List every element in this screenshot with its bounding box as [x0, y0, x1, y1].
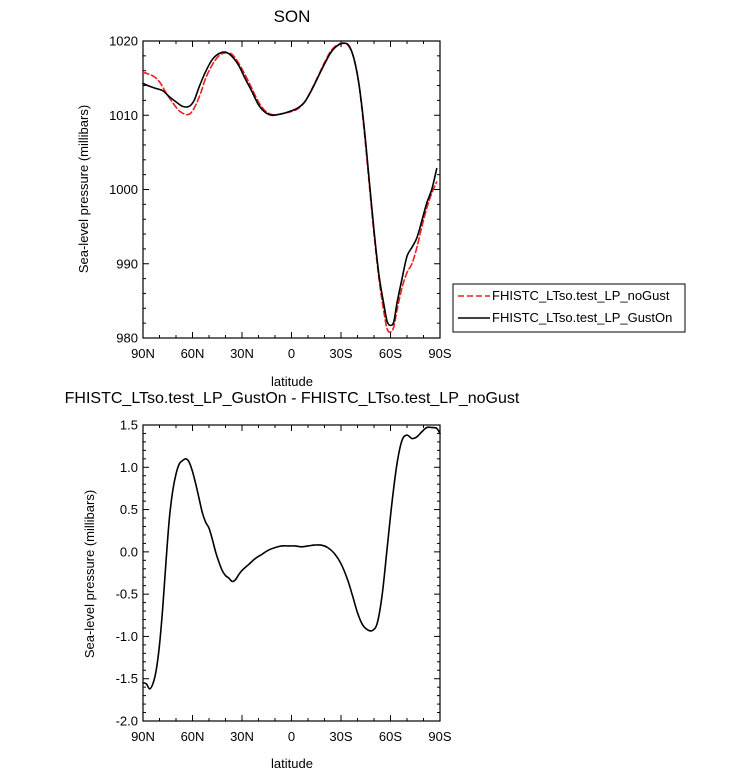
top-y-tick-label: 980: [116, 331, 138, 346]
bottom-y-tick-label: 1.0: [120, 460, 138, 475]
top-x-tick-label: 90N: [131, 346, 155, 361]
bottom-x-tick-label: 90N: [131, 729, 155, 744]
bottom-series-line-0: [142, 426, 441, 690]
top-series-line-0: [142, 42, 438, 334]
bottom-y-tick-label: 0.0: [120, 544, 138, 559]
top-plot-frame: [142, 40, 441, 339]
top-x-tick-label: 90S: [428, 346, 451, 361]
bottom-chart-title: FHISTC_LTso.test_LP_GustOn - FHISTC_LTso…: [65, 390, 520, 407]
bottom-y-tick-label: -0.5: [116, 587, 138, 602]
top-x-tick-label: 0: [288, 346, 295, 361]
bottom-y-axis-label: Sea-level pressure (millibars): [82, 490, 97, 658]
bottom-y-tick-label: -1.0: [116, 629, 138, 644]
legend-label-guston: FHISTC_LTso.test_LP_GustOn: [492, 310, 672, 325]
bottom-y-tick-label: -2.0: [116, 714, 138, 729]
bottom-x-tick-label: 30S: [329, 729, 352, 744]
legend: FHISTC_LTso.test_LP_noGust FHISTC_LTso.t…: [452, 283, 686, 333]
bottom-x-tick-label: 90S: [428, 729, 451, 744]
top-x-tick-label: 60N: [181, 346, 205, 361]
legend-box: [452, 283, 686, 333]
top-y-tick-label: 990: [116, 256, 138, 271]
top-x-tick-label: 30S: [329, 346, 352, 361]
bottom-y-tick-label: -1.5: [116, 671, 138, 686]
top-chart-title: SON: [274, 7, 311, 26]
bottom-x-tick-label: 0: [288, 729, 295, 744]
top-x-axis-label: latitude: [271, 374, 313, 389]
bottom-x-axis-label: latitude: [271, 756, 313, 771]
bottom-y-tick-label: 0.5: [120, 502, 138, 517]
top-y-tick-label: 1000: [109, 182, 138, 197]
bottom-x-tick-label: 30N: [230, 729, 254, 744]
bottom-y-tick-label: 1.5: [120, 418, 138, 433]
bottom-x-tick-label: 60S: [379, 729, 402, 744]
top-x-tick-label: 60S: [379, 346, 402, 361]
bottom-x-tick-label: 60N: [181, 729, 205, 744]
top-plot-area: 90N 60N 30N 0 30S 60S 90S 980 990 1000 1010 1020: [109, 34, 452, 362]
top-y-axis-label: Sea-level pressure (millibars): [76, 105, 91, 273]
bottom-plot-area: 90N 60N 30N 0 30S 60S 90S -2.0 -1.5 -1.0 -0.5 0.0 0.…: [116, 418, 452, 745]
top-x-tick-label: 30N: [230, 346, 254, 361]
bottom-panel: FHISTC_LTso.test_LP_GustOn - FHISTC_LTso…: [65, 390, 520, 771]
legend-label-nogust: FHISTC_LTso.test_LP_noGust: [492, 288, 670, 303]
top-panel: SON 90N 60N 30N 0 30S 60S 90S 980 990 1000 1010 102…: [76, 7, 452, 389]
top-y-tick-label: 1020: [109, 34, 138, 49]
top-series-line-1: [142, 42, 438, 327]
top-y-tick-label: 1010: [109, 108, 138, 123]
